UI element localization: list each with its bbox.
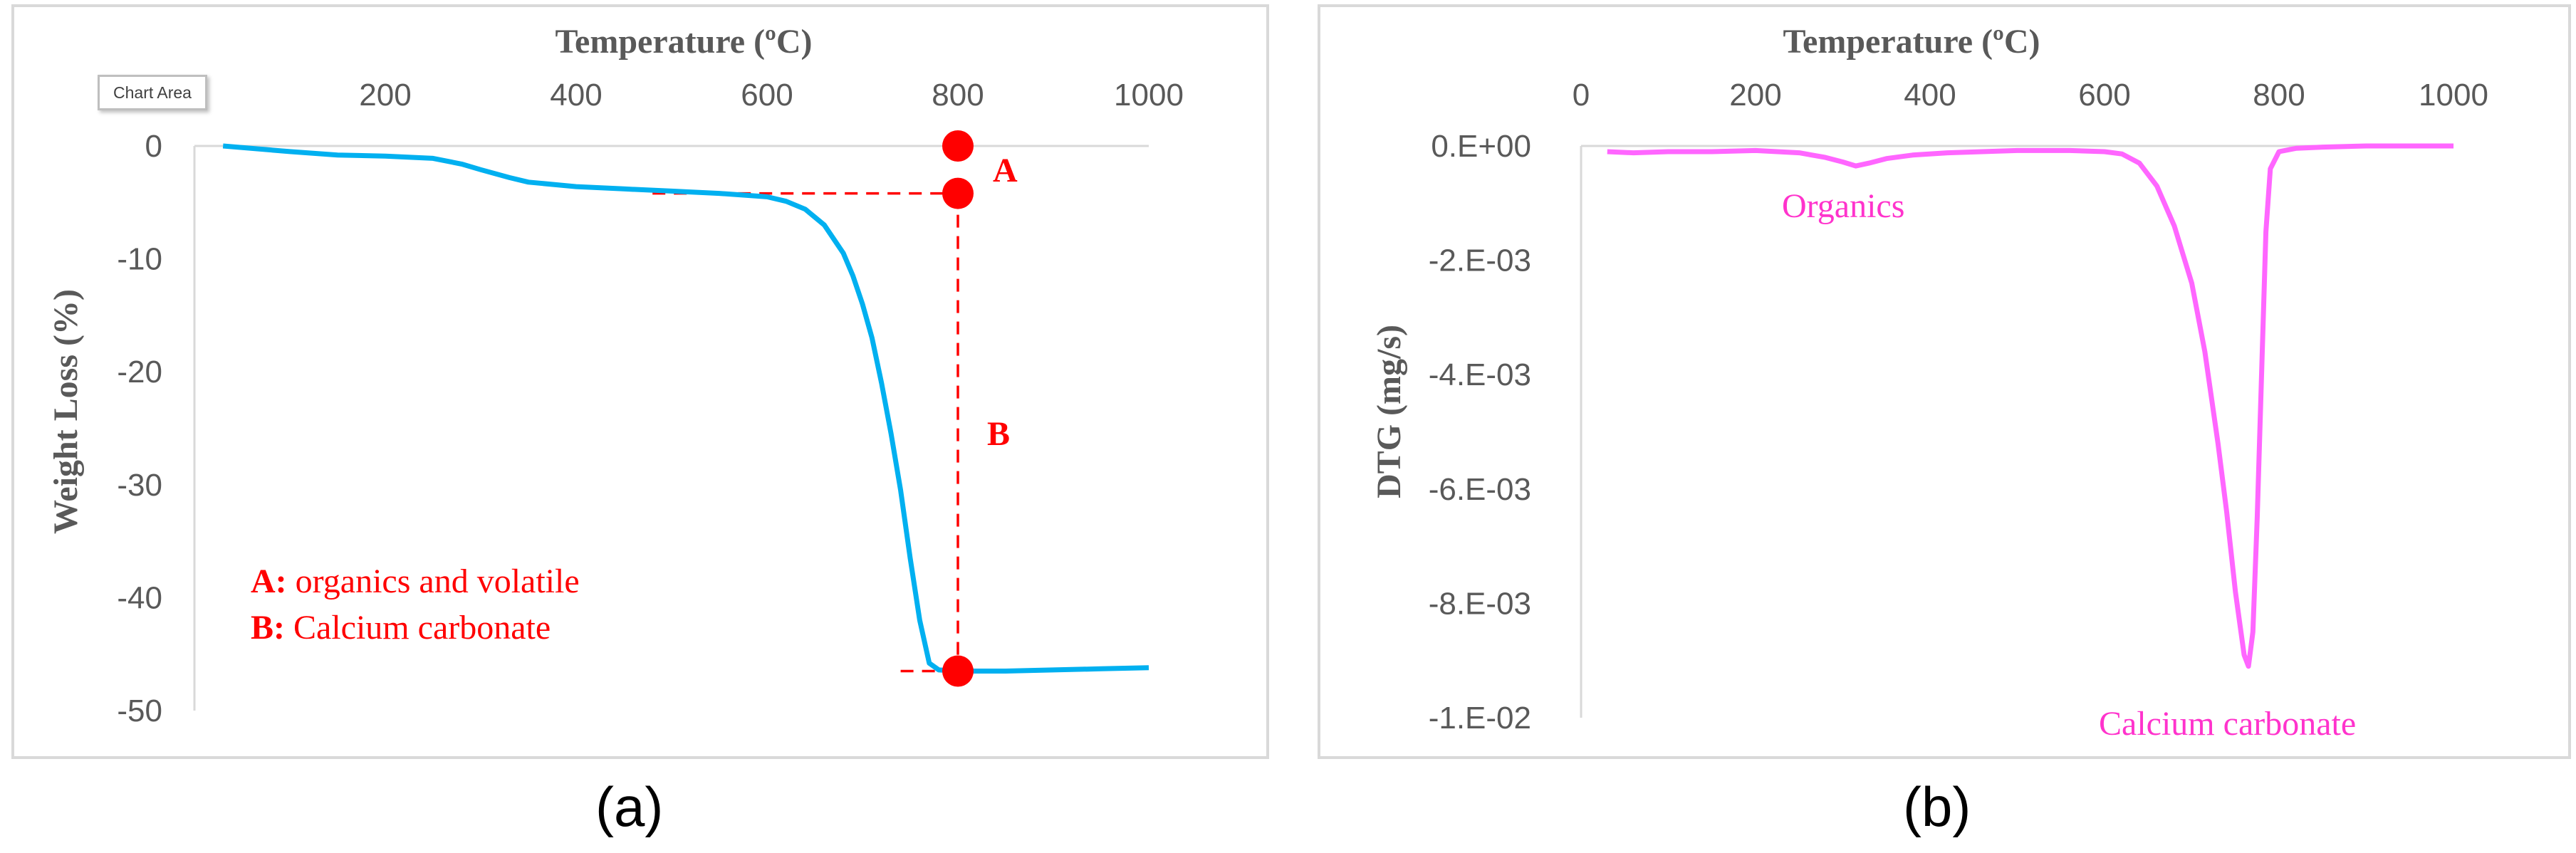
chart-b-label-calcium: Calcium carbonate (2099, 705, 2356, 743)
chart-a-marker (942, 655, 974, 687)
chart-b-x-tick-label: 400 (1904, 78, 1956, 112)
chart-a-marker (942, 177, 974, 209)
chart-b-y-tick-label: -6.E-03 (1429, 472, 1531, 507)
chart-a-legend-A-key: A: (251, 562, 287, 600)
chart-a-x-tick-label: 1000 (1114, 78, 1184, 112)
chart-a: Temperature (ºC) Weight Loss (%) 200 400 6… (47, 23, 1184, 728)
chart-a-legend-B: B: Calcium carbonate (251, 609, 551, 647)
chart-a-legend-B-key: B: (251, 609, 285, 647)
chart-b-x-tick-label: 200 (1729, 78, 1781, 112)
chart-b-y-axis-title: DTG (mg/s) (1370, 325, 1408, 498)
chart-a-y-tick-label: -30 (117, 468, 162, 503)
chart-a-legend-A-text: organics and volatile (287, 562, 580, 600)
chart-a-x-tick-label: 400 (550, 78, 602, 112)
chart-a-label-B: B (987, 415, 1010, 453)
chart-b-x-tick-label: 1000 (2419, 78, 2488, 112)
chart-a-y-tick-label: -40 (117, 580, 162, 615)
chart-a-y-tick-label: -10 (117, 242, 162, 277)
chart-a-legend-A: A: organics and volatile (251, 562, 580, 600)
chart-b-x-tick-label: 600 (2078, 78, 2130, 112)
chart-a-marker (942, 130, 974, 162)
chart-a-legend-B-text: Calcium carbonate (285, 609, 551, 647)
chart-b-caption: (b) (1903, 775, 1971, 838)
chart-b-y-tick-label: -1.E-02 (1429, 701, 1531, 736)
chart-b: Temperature (ºC) DTG (mg/s) 0 200 400 600 80… (1370, 23, 2488, 743)
chart-b-label-organics: Organics (1782, 187, 1904, 225)
chart-b-x-tick-label: 800 (2253, 78, 2305, 112)
chart-b-y-tick-label: -2.E-03 (1429, 244, 1531, 278)
chart-b-series-line (1607, 143, 2454, 669)
chart-a-x-tick-label: 600 (741, 78, 793, 112)
chart-a-label-A: A (993, 152, 1018, 189)
chart-a-x-tick-label: 200 (359, 78, 411, 112)
chart-a-caption: (a) (595, 775, 664, 838)
chart-b-x-tick-label: 0 (1573, 78, 1590, 112)
chart-b-y-tick-label: -8.E-03 (1429, 586, 1531, 621)
chart-a-y-axis-title: Weight Loss (%) (47, 289, 85, 534)
chart-a-y-tick-label: -20 (117, 355, 162, 389)
chart-a-series-line (222, 143, 1149, 674)
chart-a-frame (11, 4, 1269, 759)
chart-area-tooltip: Chart Area (98, 75, 207, 110)
chart-a-x-axis-title: Temperature (ºC) (555, 23, 812, 61)
chart-b-x-axis-title: Temperature (ºC) (1783, 23, 2040, 61)
chart-b-frame (1318, 4, 2571, 759)
chart-a-y-tick-label: -50 (117, 694, 162, 728)
chart-a-y-tick-label: 0 (145, 129, 162, 164)
chart-a-x-tick-label: 800 (932, 78, 984, 112)
chart-b-y-tick-label: -4.E-03 (1429, 357, 1531, 392)
chart-b-y-tick-label: 0.E+00 (1431, 129, 1531, 164)
